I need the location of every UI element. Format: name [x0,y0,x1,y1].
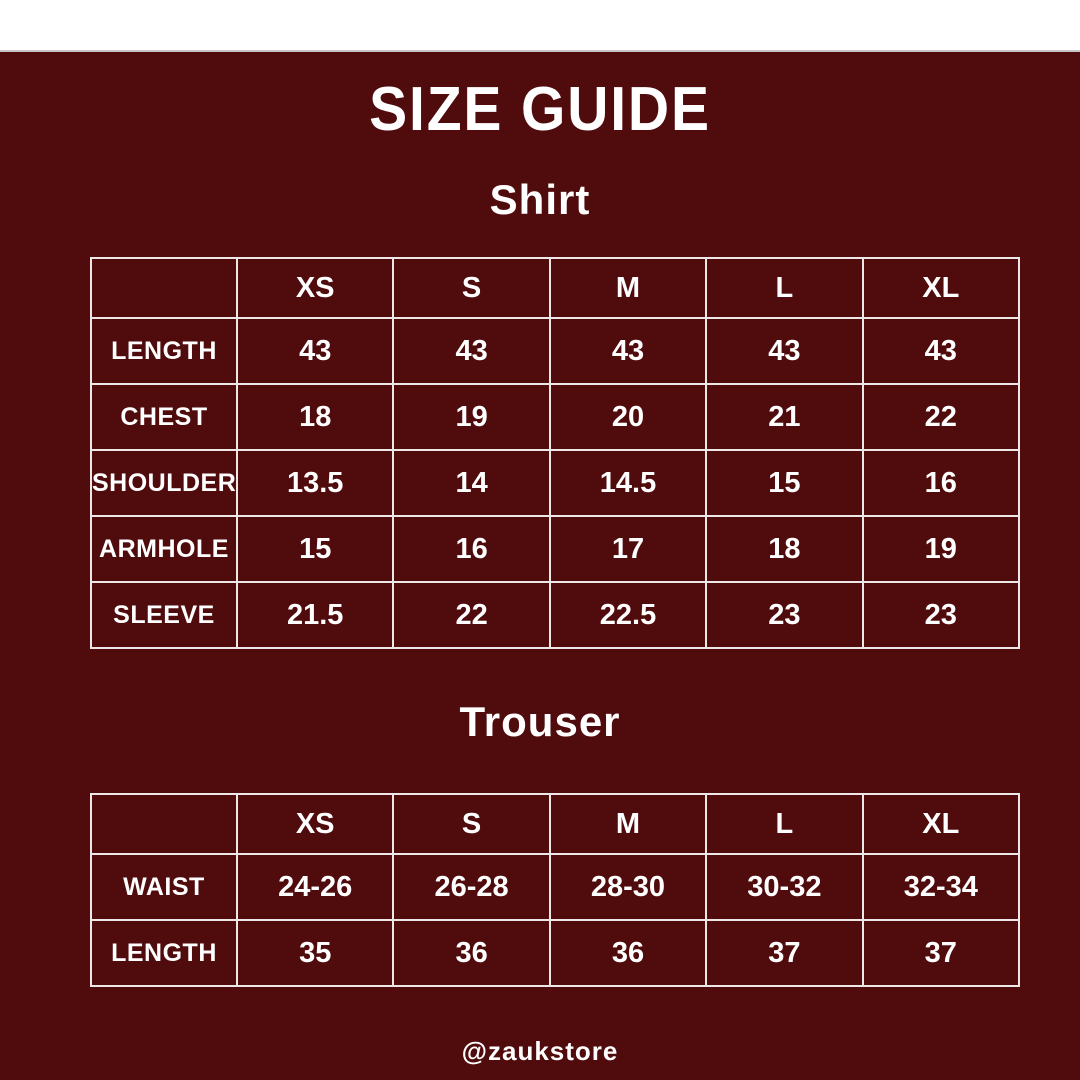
shirt-size-table: XS S M L XL LENGTH 43 43 43 43 43 CHEST … [90,257,1021,649]
size-column-header-xl: XL [861,257,1021,319]
size-column-header-s: S [392,793,551,855]
size-column-header-l: L [705,793,864,855]
value-cell: 14.5 [548,449,708,517]
value-cell: 36 [392,919,551,987]
value-cell: 26-28 [392,853,551,921]
value-cell: 15 [705,449,864,517]
table-row-waist: WAIST 24-26 26-28 28-30 30-32 32-34 [90,853,1021,921]
shirt-section-title: Shirt [489,176,591,223]
trouser-section-title: Trouser [459,698,621,745]
store-handle: @zaukstore [461,1036,619,1066]
value-cell: 43 [392,317,551,385]
value-cell: 18 [235,383,395,451]
value-cell: 22 [392,581,551,649]
value-cell: 15 [235,515,395,583]
table-row-sleeve: SLEEVE 21.5 22 22.5 23 23 [90,581,1021,649]
table-row-shoulder: SHOULDER 13.5 14 14.5 15 16 [90,449,1021,517]
size-column-header-m: M [548,793,708,855]
row-label: LENGTH [90,317,238,385]
value-cell: 43 [235,317,395,385]
value-cell: 17 [548,515,708,583]
size-column-header-s: S [392,257,551,319]
value-cell: 24-26 [235,853,395,921]
row-label: LENGTH [90,919,238,987]
value-cell: 21 [705,383,864,451]
value-cell: 28-30 [548,853,708,921]
value-cell: 14 [392,449,551,517]
value-cell: 32-34 [861,853,1021,921]
value-cell: 21.5 [235,581,395,649]
value-cell: 43 [705,317,864,385]
size-column-header-xl: XL [861,793,1021,855]
value-cell: 30-32 [705,853,864,921]
value-cell: 43 [548,317,708,385]
row-label: WAIST [90,853,238,921]
value-cell: 19 [392,383,551,451]
trouser-size-table: XS S M L XL WAIST 24-26 26-28 28-30 30-3… [90,793,1021,987]
shirt-header-row: XS S M L XL [90,257,1021,319]
value-cell: 22 [861,383,1021,451]
value-cell: 36 [548,919,708,987]
value-cell: 23 [705,581,864,649]
row-label: SLEEVE [90,581,238,649]
size-column-header-m: M [548,257,708,319]
value-cell: 13.5 [235,449,395,517]
value-cell: 22.5 [548,581,708,649]
value-cell: 18 [705,515,864,583]
corner-cell [90,793,238,855]
value-cell: 19 [861,515,1021,583]
table-row-length: LENGTH 35 36 36 37 37 [90,919,1021,987]
value-cell: 43 [861,317,1021,385]
top-white-band [0,0,1080,52]
size-column-header-l: L [705,257,864,319]
corner-cell [90,257,238,319]
size-column-header-xs: XS [235,257,395,319]
value-cell: 16 [392,515,551,583]
value-cell: 16 [861,449,1021,517]
table-row-armhole: ARMHOLE 15 16 17 18 19 [90,515,1021,583]
value-cell: 20 [548,383,708,451]
table-row-chest: CHEST 18 19 20 21 22 [90,383,1021,451]
trouser-header-row: XS S M L XL [90,793,1021,855]
row-label: CHEST [90,383,238,451]
value-cell: 23 [861,581,1021,649]
size-column-header-xs: XS [235,793,395,855]
value-cell: 37 [861,919,1021,987]
row-label: SHOULDER [90,449,238,517]
value-cell: 37 [705,919,864,987]
value-cell: 35 [235,919,395,987]
table-row-length: LENGTH 43 43 43 43 43 [90,317,1021,385]
row-label: ARMHOLE [90,515,238,583]
page-title: SIZE GUIDE [369,75,711,144]
